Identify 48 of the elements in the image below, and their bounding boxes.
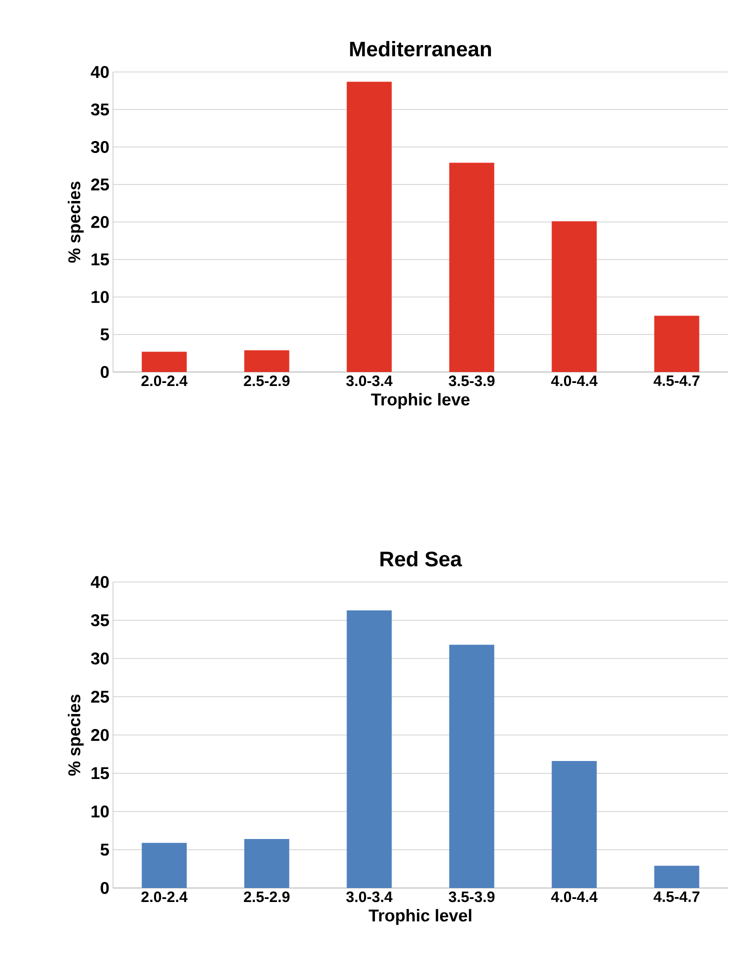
y-tick-label: 10 — [92, 805, 109, 818]
x-tick-label: 4.5-4.7 — [654, 376, 700, 386]
x-tick-label: 3.0-3.4 — [346, 376, 393, 386]
y-tick-label: 0 — [100, 882, 109, 894]
x-tick-label: 3.5-3.9 — [448, 892, 495, 902]
y-tick-label: 35 — [90, 103, 109, 116]
x-axis-title: Trophic leve — [371, 393, 470, 409]
y-axis-title: % species — [68, 694, 84, 776]
bar — [449, 644, 494, 888]
y-tick-label: 30 — [90, 140, 109, 154]
y-tick-label: 35 — [90, 614, 109, 626]
y-tick-label: 40 — [90, 576, 109, 588]
x-tick-label: 4.0-4.4 — [551, 892, 598, 902]
chart-title: Red Sea — [380, 551, 462, 566]
y-tick-label: 5 — [100, 844, 109, 856]
x-tick-label: 3.5-3.9 — [448, 376, 495, 386]
y-tick-label: 15 — [92, 254, 109, 266]
bar — [552, 761, 597, 888]
x-tick-label: 2.5-2.9 — [244, 892, 290, 902]
bar — [142, 842, 187, 888]
y-tick-label: 25 — [91, 178, 109, 191]
x-axis-title: Trophic level — [368, 909, 472, 925]
bar — [654, 866, 700, 888]
chart-title: Mediterranean — [350, 41, 491, 56]
y-tick-label: 10 — [92, 290, 109, 304]
bar — [449, 162, 494, 372]
x-tick-label: 4.0-4.4 — [551, 376, 598, 386]
y-tick-label: 40 — [90, 66, 109, 78]
x-tick-label: 4.5-4.7 — [654, 892, 700, 902]
y-tick-label: 20 — [91, 216, 109, 228]
bar — [244, 350, 290, 372]
bar — [244, 839, 290, 888]
y-axis-title: % species — [68, 182, 84, 263]
x-tick-label: 3.0-3.4 — [346, 892, 393, 902]
bar — [654, 316, 700, 372]
bar — [346, 610, 392, 888]
y-tick-label: 20 — [91, 728, 109, 742]
y-tick-label: 25 — [91, 690, 109, 703]
x-tick-label: 2.5-2.9 — [244, 376, 290, 386]
y-tick-label: 30 — [90, 652, 109, 665]
x-tick-label: 2.0-2.4 — [141, 892, 188, 902]
x-tick-label: 2.0-2.4 — [141, 376, 188, 386]
bar — [346, 82, 392, 372]
y-tick-label: 0 — [100, 366, 109, 378]
y-tick-label: 15 — [92, 767, 109, 780]
bar — [552, 221, 597, 372]
bar — [142, 352, 187, 372]
y-tick-label: 5 — [100, 328, 109, 340]
